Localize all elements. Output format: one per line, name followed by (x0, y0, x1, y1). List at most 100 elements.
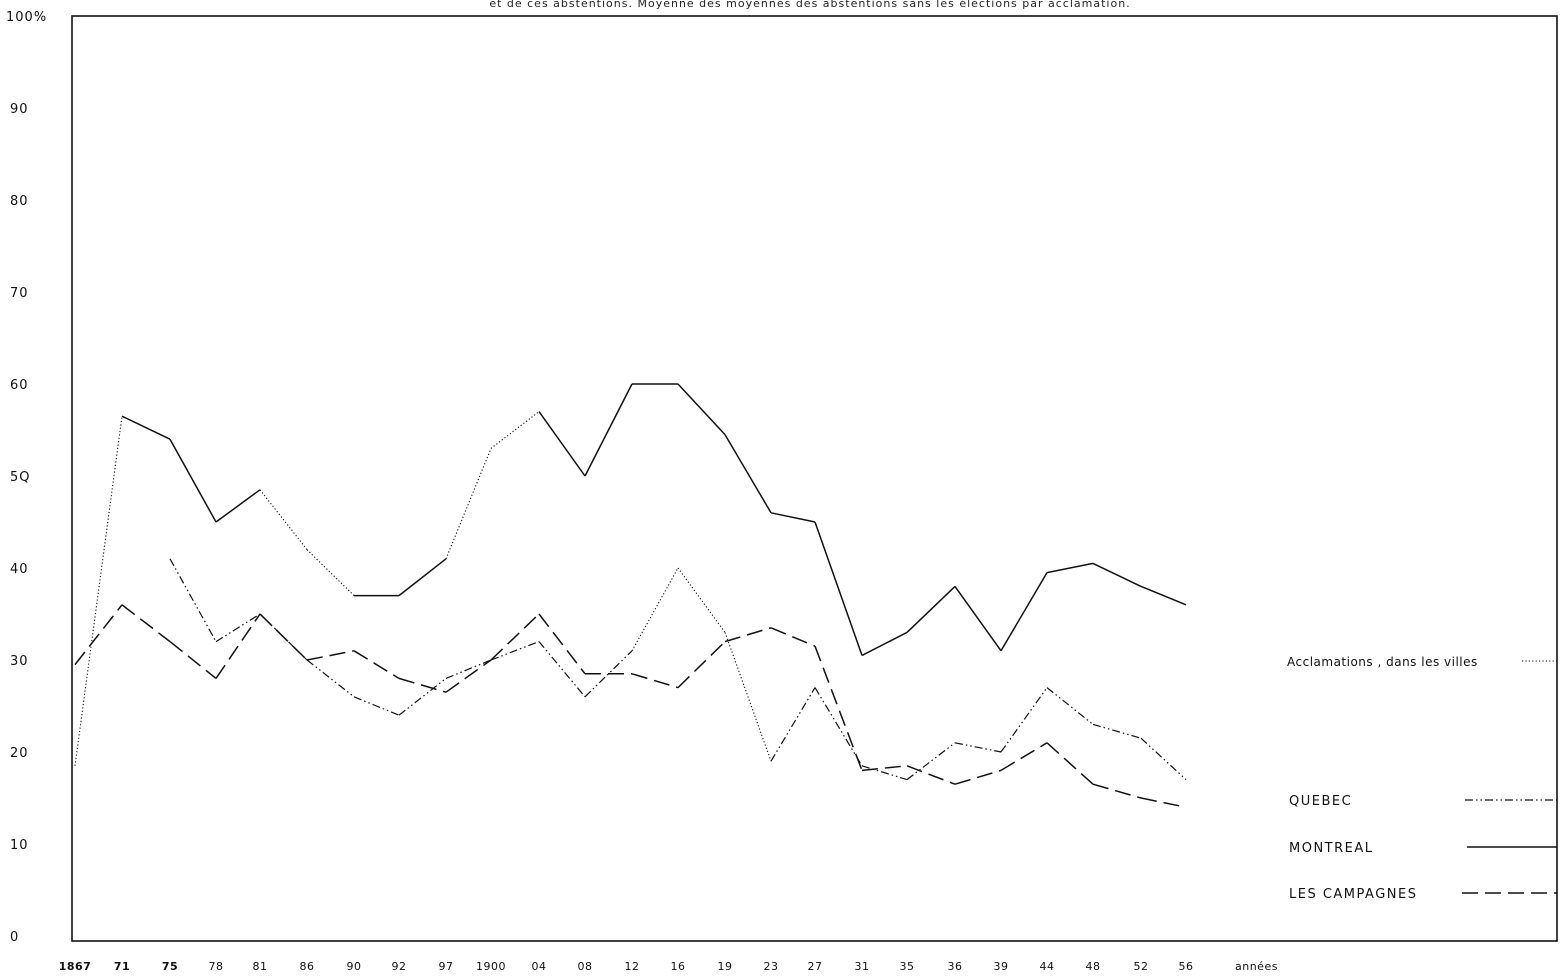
series-segment (770, 627, 816, 647)
series-segment (1046, 562, 1094, 574)
series-segment (814, 645, 863, 771)
series-segment (724, 434, 772, 514)
series-segment (490, 641, 540, 661)
series-layer (74, 383, 1187, 808)
series-segment (954, 742, 1002, 753)
x-tick-label: 16 (671, 960, 686, 973)
x-tick-label: 04 (532, 960, 547, 973)
series-segment (770, 687, 816, 762)
series-quebec (169, 558, 1187, 781)
series-segment (169, 438, 217, 523)
series-segment (398, 677, 447, 693)
series-segment (74, 604, 123, 666)
series-segment (906, 742, 956, 781)
x-tick-label: 75 (162, 960, 178, 973)
x-tick-label: 86 (300, 960, 315, 973)
x-tick-label: 92 (392, 960, 407, 973)
series-segment (353, 650, 400, 680)
series-segment (631, 567, 679, 652)
series-segment (631, 673, 679, 689)
x-axis-ticks: 1867 71 75 78 81 86 90 92 97 1900 04 08 12 16 19 23 27 31… (59, 960, 1193, 973)
x-tick-label: 35 (900, 960, 915, 973)
series-segment (1000, 572, 1048, 652)
x-tick-label: 52 (1134, 960, 1149, 973)
series-segment (677, 383, 726, 436)
series-segment (538, 411, 586, 477)
series-segment (1092, 783, 1142, 799)
series-segment (770, 512, 816, 523)
x-tick-label: 1900 (476, 960, 506, 973)
x-tick-label: 44 (1040, 960, 1055, 973)
y-tick-label: 70 (10, 286, 29, 301)
series-segment (814, 687, 863, 767)
legend-label: QUEBEC (1289, 794, 1352, 809)
series-acclamations (74, 416, 123, 766)
series-segment (445, 659, 492, 693)
x-tick-label: 12 (625, 960, 640, 973)
series-segment (1046, 687, 1094, 725)
x-tick-label: 97 (439, 960, 454, 973)
series-segment (906, 585, 956, 633)
x-tick-label: 71 (114, 960, 130, 973)
y-top-label: 100% (6, 10, 47, 25)
series-segment (1140, 797, 1187, 808)
series-segment (306, 659, 355, 698)
series-segment (1046, 742, 1094, 785)
series-segment (538, 641, 586, 698)
x-tick-label: 31 (855, 960, 870, 973)
x-tick-label: 81 (253, 960, 268, 973)
series-segment (954, 585, 1002, 652)
y-tick-label: 5Q (10, 470, 31, 485)
series-segment (861, 765, 908, 781)
legend-label: LES CAMPAGNES (1289, 887, 1417, 902)
y-tick-label: 0 (10, 930, 19, 945)
plot-frame (71, 15, 1558, 942)
x-tick-label: 08 (578, 960, 593, 973)
series-segment (538, 613, 586, 675)
series-segment (490, 613, 540, 661)
y-tick-label: 20 (10, 746, 29, 761)
series-segment (215, 489, 261, 523)
series-segment (74, 416, 123, 766)
x-tick-label: 1867 (59, 960, 92, 973)
x-tick-label: 48 (1086, 960, 1101, 973)
y-tick-label: 40 (10, 562, 29, 577)
series-segment (861, 631, 908, 657)
y-axis-ticks: 0 10 20 30 40 5Q 60 70 80 90 (10, 102, 31, 945)
series-segment (121, 415, 171, 440)
legend-label: Acclamations , dans les villes (1287, 655, 1478, 669)
series-segment (1140, 585, 1187, 606)
series-segment (1000, 687, 1048, 753)
x-tick-label: 90 (347, 960, 362, 973)
series-segment (584, 383, 633, 477)
x-tick-label: 39 (994, 960, 1009, 973)
series-segment (169, 641, 217, 679)
legend: Acclamations , dans les villes QUEBEC MONT… (1287, 655, 1557, 902)
series-segment (259, 489, 308, 550)
series-les-campagnes (74, 604, 1187, 808)
series-segment (215, 613, 261, 679)
series-segment (906, 765, 956, 785)
series-segment (861, 765, 908, 772)
y-tick-label: 60 (10, 378, 29, 393)
series-segment (445, 448, 492, 560)
series-segment (724, 632, 772, 762)
series-segment (215, 613, 261, 643)
x-tick-label: 27 (808, 960, 823, 973)
series-segment (1140, 737, 1187, 781)
series-segment (814, 521, 863, 656)
series-segment (306, 650, 355, 661)
series-segment (1000, 742, 1048, 772)
y-tick-label: 90 (10, 102, 29, 117)
series-segment (353, 696, 400, 716)
series-segment (398, 558, 447, 597)
series-segment (306, 549, 355, 596)
x-tick-label: 19 (718, 960, 733, 973)
x-tick-label: 78 (209, 960, 224, 973)
series-segment (169, 558, 217, 642)
y-tick-label: 30 (10, 654, 29, 669)
series-segment (677, 567, 726, 633)
series-segment (954, 769, 1002, 785)
series-segment (398, 677, 447, 716)
